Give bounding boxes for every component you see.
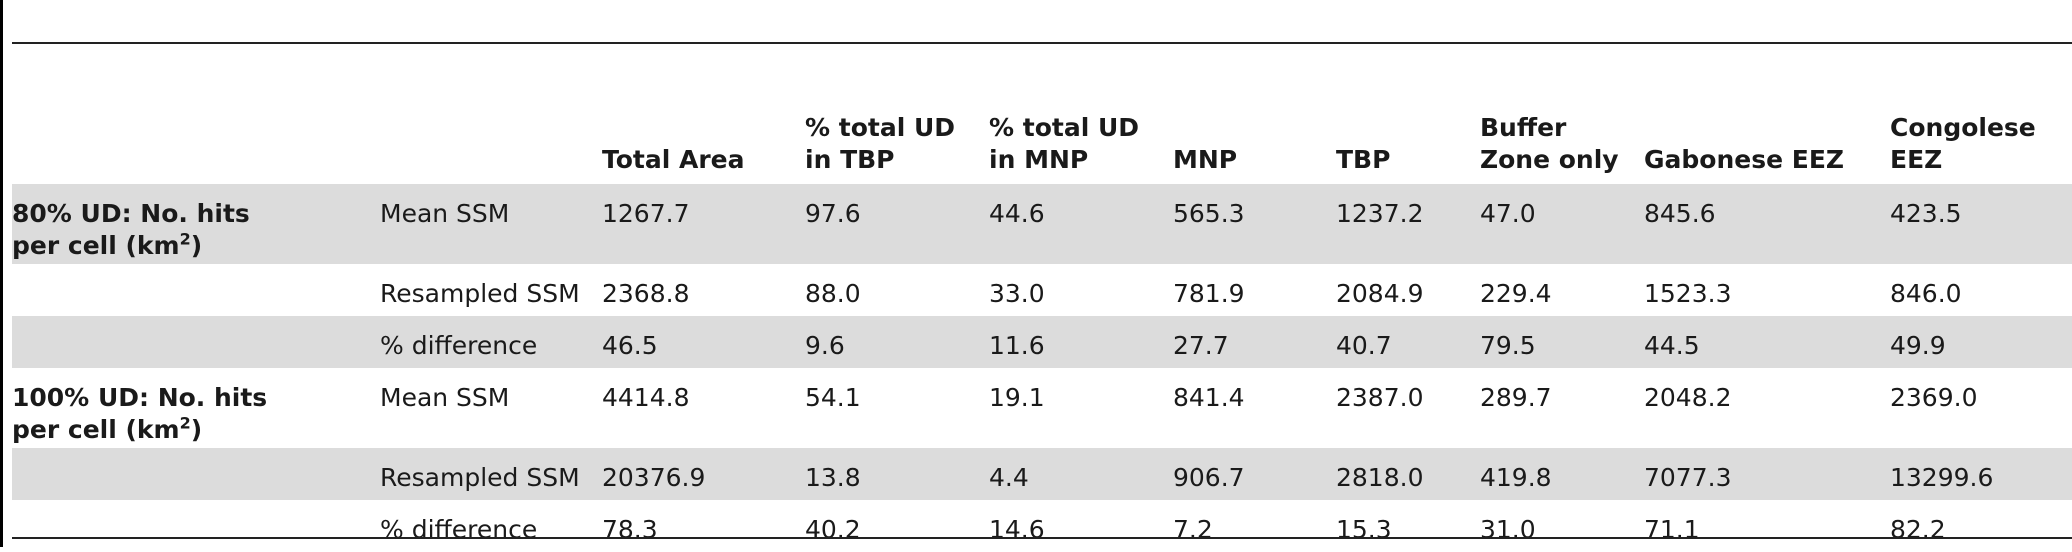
table-cell: 78.3 bbox=[602, 515, 658, 544]
metric-label: Resampled SSM bbox=[380, 279, 580, 308]
header-row: Total Area % total UD in TBP % total UD in… bbox=[12, 44, 2072, 184]
table-cell: 13.8 bbox=[805, 448, 989, 500]
table-row: Resampled SSM 20376.9 13.8 4.4 906.7 2818.0 41… bbox=[12, 448, 2072, 500]
header-tbp: TBP bbox=[1336, 44, 1480, 184]
table-cell: 2387.0 bbox=[1336, 383, 1424, 412]
table-row: % difference 46.5 9.6 11.6 27.7 40.7 79.5 44.5 4… bbox=[12, 316, 2072, 368]
table-cell: 565.3 bbox=[1173, 184, 1336, 264]
table-cell: 97.6 bbox=[805, 184, 989, 264]
table-cell: 71.1 bbox=[1644, 515, 1700, 544]
table-cell: 7.2 bbox=[1173, 515, 1213, 544]
table-cell: 27.7 bbox=[1173, 316, 1336, 368]
table-cell: 7077.3 bbox=[1644, 448, 1890, 500]
header-gabonese-eez: Gabonese EEZ bbox=[1644, 44, 1890, 184]
header-blank-1 bbox=[12, 44, 380, 184]
table-cell: 11.6 bbox=[989, 316, 1173, 368]
table-cell: 44.5 bbox=[1644, 316, 1890, 368]
table-cell: 419.8 bbox=[1480, 448, 1644, 500]
group-label bbox=[12, 264, 380, 316]
table-cell: 1267.7 bbox=[602, 184, 805, 264]
table-cell: 2084.9 bbox=[1336, 279, 1424, 308]
table-cell: 2048.2 bbox=[1644, 383, 1732, 412]
table-cell: 4414.8 bbox=[602, 383, 690, 412]
table-cell: 846.0 bbox=[1890, 279, 1962, 308]
table-cell: 19.1 bbox=[989, 383, 1045, 412]
header-text: MNP bbox=[1173, 145, 1238, 174]
table-cell: 46.5 bbox=[602, 316, 805, 368]
table-row: 100% UD: No. hits per cell (km2) Mean SSM 4… bbox=[12, 368, 2072, 448]
metric-label: % difference bbox=[380, 515, 538, 544]
header-text: Total Area bbox=[602, 145, 745, 174]
table-cell: 2368.8 bbox=[602, 279, 690, 308]
header-text: % total UD in MNP bbox=[989, 113, 1140, 174]
header-text: Congolese EEZ bbox=[1890, 113, 2036, 174]
table-cell: 49.9 bbox=[1890, 316, 2072, 368]
table-bottom-rule bbox=[12, 537, 2072, 539]
data-table: Total Area % total UD in TBP % total UD in… bbox=[12, 44, 2072, 552]
header-pct-tbp: % total UD in TBP bbox=[805, 44, 989, 184]
header-text: Gabonese EEZ bbox=[1644, 145, 1845, 174]
group-label bbox=[12, 448, 380, 500]
table-cell: 31.0 bbox=[1480, 515, 1536, 544]
group-label bbox=[12, 500, 380, 552]
table-cell: 40.7 bbox=[1336, 316, 1480, 368]
table-row: Resampled SSM 2368.8 88.0 33.0 781.9 2084.9 22… bbox=[12, 264, 2072, 316]
table-cell: 289.7 bbox=[1480, 383, 1552, 412]
table-cell: 841.4 bbox=[1173, 383, 1245, 412]
table-cell: 54.1 bbox=[805, 383, 861, 412]
table-cell: 1237.2 bbox=[1336, 184, 1480, 264]
header-text: Buffer Zone only bbox=[1480, 113, 1619, 174]
metric-label: Mean SSM bbox=[380, 184, 602, 264]
table-cell: 15.3 bbox=[1336, 515, 1392, 544]
header-text: % total UD in TBP bbox=[805, 113, 956, 174]
table-row: % difference 78.3 40.2 14.6 7.2 15.3 31.0 71.1 8… bbox=[12, 500, 2072, 552]
table-cell: 47.0 bbox=[1480, 184, 1644, 264]
table-cell: 82.2 bbox=[1890, 515, 1946, 544]
header-buffer-zone: Buffer Zone only bbox=[1480, 44, 1644, 184]
table-cell: 79.5 bbox=[1480, 316, 1644, 368]
table-cell: 906.7 bbox=[1173, 448, 1336, 500]
header-congolese-eez: Congolese EEZ bbox=[1890, 44, 2072, 184]
table-cell: 845.6 bbox=[1644, 184, 1890, 264]
header-mnp: MNP bbox=[1173, 44, 1336, 184]
group-label bbox=[12, 316, 380, 368]
table-cell: 781.9 bbox=[1173, 279, 1245, 308]
table-cell: 1523.3 bbox=[1644, 279, 1732, 308]
table-cell: 13299.6 bbox=[1890, 448, 2072, 500]
header-pct-mnp: % total UD in MNP bbox=[989, 44, 1173, 184]
table-top-rule bbox=[12, 42, 2072, 44]
metric-label: % difference bbox=[380, 316, 602, 368]
table-cell: 44.6 bbox=[989, 184, 1173, 264]
left-border bbox=[0, 0, 3, 547]
group-label: 100% UD: No. hits per cell (km2) bbox=[12, 383, 268, 444]
table-row: 80% UD: No. hits per cell (km2) Mean SSM 12… bbox=[12, 184, 2072, 264]
header-total-area: Total Area bbox=[602, 44, 805, 184]
header-text: TBP bbox=[1336, 145, 1391, 174]
table-cell: 423.5 bbox=[1890, 184, 2072, 264]
table-cell: 9.6 bbox=[805, 316, 989, 368]
table-cell: 20376.9 bbox=[602, 448, 805, 500]
header-blank-2 bbox=[380, 44, 602, 184]
metric-label: Resampled SSM bbox=[380, 448, 602, 500]
metric-label: Mean SSM bbox=[380, 383, 510, 412]
group-label: 80% UD: No. hits per cell (km2) bbox=[12, 184, 380, 264]
table-cell: 88.0 bbox=[805, 279, 861, 308]
table-cell: 4.4 bbox=[989, 448, 1173, 500]
table-cell: 2369.0 bbox=[1890, 383, 1978, 412]
table-cell: 2818.0 bbox=[1336, 448, 1480, 500]
table-cell: 33.0 bbox=[989, 279, 1045, 308]
table-cell: 229.4 bbox=[1480, 279, 1552, 308]
table-cell: 14.6 bbox=[989, 515, 1045, 544]
table-cell: 40.2 bbox=[805, 515, 861, 544]
